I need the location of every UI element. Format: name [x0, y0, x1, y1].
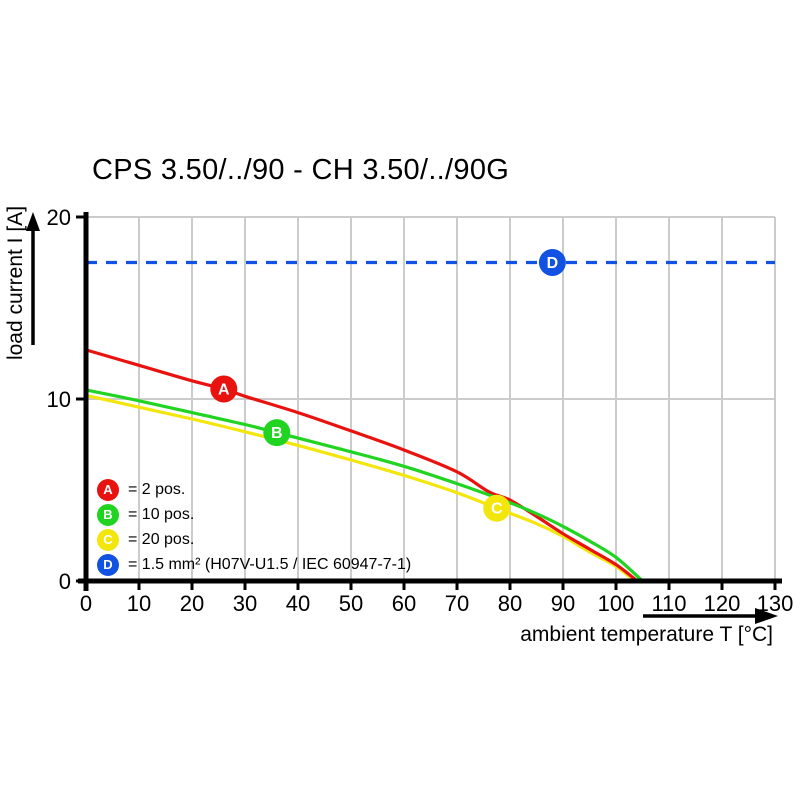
chart-legend: A = 2 pos. B = 10 pos. C = 20 pos. D = 1…: [97, 477, 411, 577]
legend-label-d: = 1.5 mm² (H07V-U1.5 / IEC 60947-7-1): [128, 555, 412, 573]
legend-marker-c-icon: C: [97, 528, 119, 551]
y-tick-label: 10: [47, 387, 71, 412]
y-tick-label: 20: [47, 205, 71, 230]
x-tick-label: 40: [286, 591, 310, 616]
legend-label-a: = 2 pos.: [128, 480, 186, 498]
series-curve-c: [85, 393, 636, 583]
x-tick-label: 0: [80, 591, 92, 616]
curve-marker-label-d: D: [547, 255, 559, 272]
x-axis-title: ambient temperature T [°C]: [520, 623, 773, 646]
legend-marker-d-icon: D: [97, 553, 119, 576]
series-curve-a: [85, 348, 639, 583]
curve-marker-a: [210, 375, 238, 403]
x-tick-label: 90: [551, 591, 575, 616]
x-tick-label: 110: [651, 591, 686, 616]
curve-marker-d: [538, 249, 566, 276]
x-tick-label: 50: [339, 591, 363, 616]
series-curve-b: [85, 388, 644, 583]
legend-item-c: C = 20 pos.: [97, 527, 411, 552]
curve-marker-label-c: C: [491, 501, 503, 518]
chart-title: CPS 3.50/../90 - CH 3.50/../90G: [92, 154, 510, 186]
x-tick-label: 20: [180, 591, 204, 616]
legend-item-b: B = 10 pos.: [97, 502, 411, 527]
legend-item-a: A = 2 pos.: [97, 477, 411, 502]
legend-label-b: = 10 pos.: [128, 505, 195, 523]
curve-marker-label-b: B: [271, 425, 283, 442]
legend-marker-b-icon: B: [97, 503, 119, 526]
y-tick-label: 0: [59, 569, 71, 594]
x-tick-label: 30: [233, 591, 257, 616]
y-axis-title: load current I [A]: [4, 205, 27, 361]
x-tick-label: 100: [598, 591, 635, 616]
legend-item-d: D = 1.5 mm² (H07V-U1.5 / IEC 60947-7-1): [97, 552, 411, 577]
x-tick-label: 60: [392, 591, 416, 616]
x-tick-label: 10: [127, 591, 151, 616]
x-tick-label: 120: [704, 591, 741, 616]
legend-label-c: = 20 pos.: [128, 530, 195, 548]
x-tick-label: 70: [445, 591, 469, 616]
x-tick-label: 80: [498, 591, 522, 616]
curve-marker-b: [263, 419, 291, 447]
curve-marker-label-a: A: [218, 381, 230, 398]
curve-marker-c: [483, 494, 511, 522]
x-axis-arrowhead-icon: [755, 608, 778, 624]
legend-marker-a-icon: A: [97, 478, 119, 501]
y-axis-arrowhead-icon: [26, 212, 40, 231]
